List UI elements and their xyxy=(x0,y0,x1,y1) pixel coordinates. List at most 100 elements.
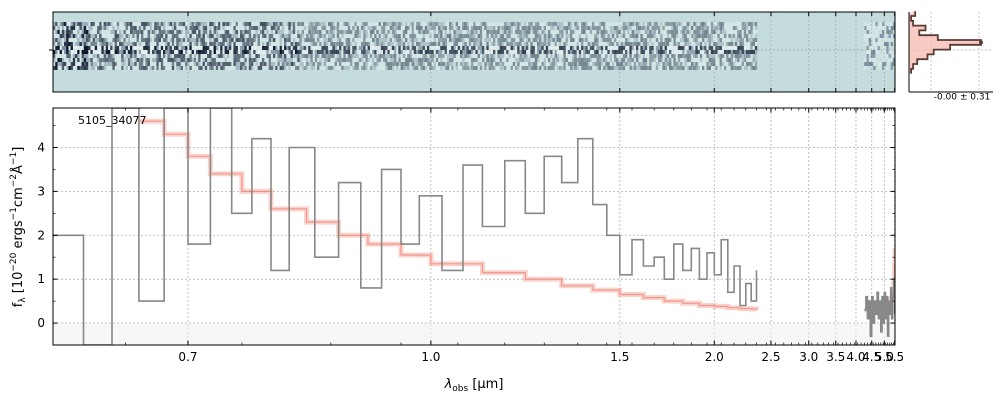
2d-pixel xyxy=(207,22,210,26)
2d-pixel xyxy=(253,22,256,26)
2d-pixel xyxy=(407,54,410,58)
2d-pixel xyxy=(620,50,623,54)
2d-pixel xyxy=(400,26,403,30)
2d-pixel xyxy=(677,34,681,38)
2d-pixel xyxy=(688,42,692,46)
2d-pixel xyxy=(431,22,434,26)
2d-pixel xyxy=(475,26,478,30)
2d-pixel xyxy=(165,50,168,54)
2d-pixel xyxy=(671,26,674,30)
2d-pixel xyxy=(433,62,436,66)
2d-pixel xyxy=(647,62,650,66)
2d-pixel xyxy=(97,66,100,70)
2d-pixel xyxy=(345,34,348,38)
2d-pixel xyxy=(79,66,82,70)
2d-pixel xyxy=(603,30,606,34)
2d-pixel xyxy=(295,66,298,70)
2d-pixel xyxy=(490,50,494,54)
2d-pixel xyxy=(442,34,445,38)
2d-pixel xyxy=(354,54,357,58)
2d-pixel xyxy=(211,50,214,54)
2d-pixel xyxy=(407,46,410,50)
2d-pixel xyxy=(198,22,201,26)
2d-pixel xyxy=(675,66,678,70)
2d-pixel xyxy=(191,38,194,42)
2d-pixel xyxy=(224,54,227,58)
2d-pixel xyxy=(581,66,584,70)
2d-pixel xyxy=(242,50,245,54)
2d-pixel xyxy=(868,34,872,38)
2d-pixel xyxy=(317,34,320,38)
2d-pixel xyxy=(242,34,245,38)
2d-pixel xyxy=(374,50,377,54)
2d-pixel xyxy=(877,46,880,50)
2d-pixel xyxy=(719,46,722,50)
2d-pixel xyxy=(308,42,311,46)
2d-pixel xyxy=(53,58,56,62)
2d-pixel xyxy=(297,50,300,54)
2d-pixel xyxy=(391,42,395,46)
2d-pixel xyxy=(330,58,333,62)
2d-pixel xyxy=(281,26,285,30)
2d-pixel xyxy=(77,66,80,70)
2d-pixel xyxy=(411,46,414,50)
2d-pixel xyxy=(328,42,331,46)
2d-pixel xyxy=(512,58,516,62)
2d-pixel xyxy=(890,38,894,42)
2d-pixel xyxy=(59,58,62,62)
2d-pixel xyxy=(420,42,423,46)
2d-pixel xyxy=(655,34,659,38)
2d-pixel xyxy=(884,38,887,42)
2d-pixel xyxy=(715,66,718,70)
2d-pixel xyxy=(339,42,342,46)
2d-pixel xyxy=(149,46,153,50)
2d-pixel xyxy=(611,62,615,66)
2d-pixel xyxy=(266,66,269,70)
2d-pixel xyxy=(361,62,364,66)
2d-pixel xyxy=(523,34,527,38)
2d-pixel xyxy=(499,38,502,42)
2d-pixel xyxy=(541,66,544,70)
2d-pixel xyxy=(147,54,150,58)
2d-pixel xyxy=(682,38,685,42)
2d-pixel xyxy=(319,46,322,50)
2d-pixel xyxy=(587,54,590,58)
2d-pixel xyxy=(684,26,687,30)
2d-pixel xyxy=(658,62,661,66)
2d-pixel xyxy=(732,58,736,62)
2d-pixel xyxy=(279,46,282,50)
2d-pixel xyxy=(737,50,740,54)
2d-pixel xyxy=(497,22,500,26)
2d-pixel xyxy=(539,38,542,42)
2d-pixel xyxy=(677,62,681,66)
2d-pixel xyxy=(75,54,78,58)
2d-pixel xyxy=(493,26,496,30)
2d-pixel xyxy=(455,34,458,38)
2d-pixel xyxy=(422,50,425,54)
2d-pixel xyxy=(699,54,703,58)
2d-pixel xyxy=(548,50,551,54)
2d-pixel xyxy=(286,50,289,54)
2d-pixel xyxy=(312,50,315,54)
2d-pixel xyxy=(244,66,247,70)
2d-pixel xyxy=(655,38,659,42)
2d-pixel xyxy=(303,34,307,38)
2d-pixel xyxy=(114,54,117,58)
2d-pixel xyxy=(574,46,577,50)
2d-pixel xyxy=(99,34,102,38)
2d-pixel xyxy=(548,42,551,46)
2d-pixel xyxy=(433,54,436,58)
2d-pixel xyxy=(407,58,410,62)
2d-pixel xyxy=(559,54,562,58)
2d-pixel xyxy=(444,42,447,46)
2d-pixel xyxy=(695,22,698,26)
2d-pixel xyxy=(471,46,474,50)
2d-pixel xyxy=(400,58,403,62)
2d-pixel xyxy=(644,42,648,46)
2d-pixel xyxy=(655,62,659,66)
2d-pixel xyxy=(123,42,126,46)
2d-pixel xyxy=(88,42,91,46)
2d-pixel xyxy=(248,50,252,54)
2d-pixel xyxy=(341,46,344,50)
2d-pixel xyxy=(281,22,285,26)
